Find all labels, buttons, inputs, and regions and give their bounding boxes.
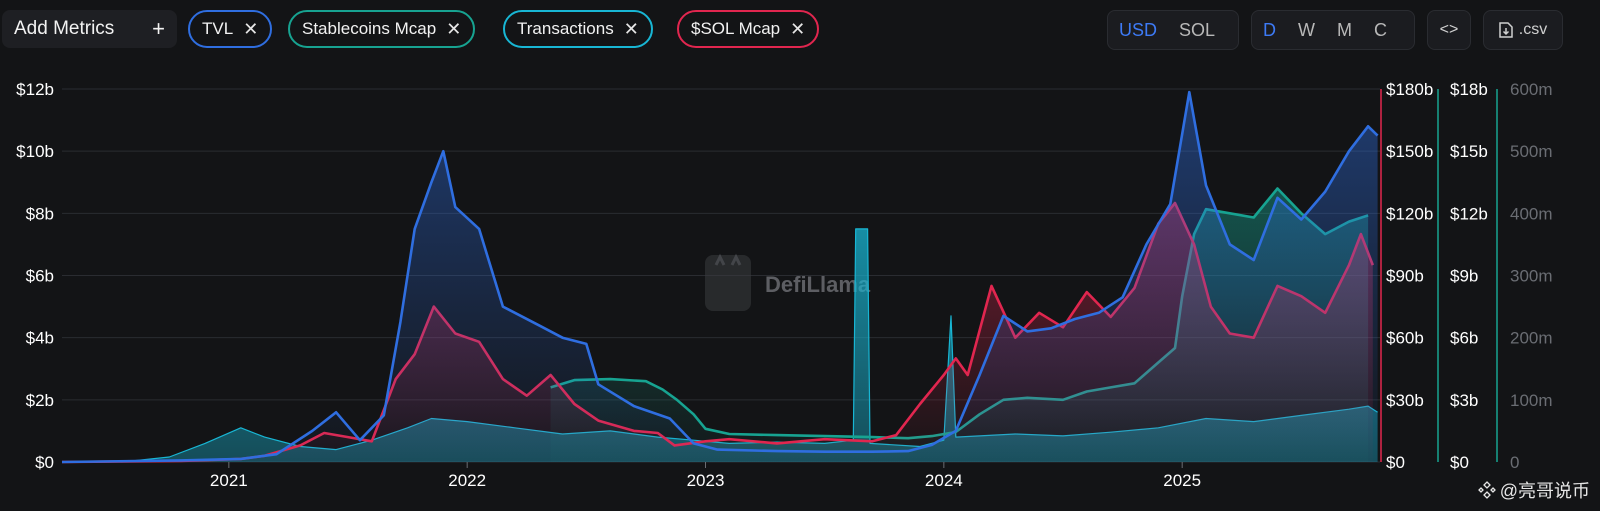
- x-axis-tick: 2024: [925, 471, 963, 490]
- right-axis-tick: $15b: [1450, 142, 1488, 161]
- right-axis-tick: $6b: [1450, 329, 1478, 348]
- series-line-tvl[interactable]: [61, 90, 1379, 464]
- axes-layer: $0 $2b $4b $6b $8b $10b $12b 2021 2022 2023 2024 20…: [16, 80, 1552, 490]
- period-option-c[interactable]: C: [1374, 19, 1387, 40]
- code-icon: <>: [1439, 21, 1459, 38]
- close-icon[interactable]: ✕: [623, 18, 639, 39]
- right-axis-tick: $3b: [1450, 391, 1478, 410]
- right-axis-tick: $150b: [1386, 142, 1433, 161]
- left-axis-tick: $2b: [26, 391, 54, 410]
- metric-pill-tvl[interactable]: TVL ✕: [188, 10, 273, 48]
- llama-logo-icon: [705, 253, 751, 311]
- right-axis-tick: 100m: [1510, 391, 1553, 410]
- series-layer: [61, 90, 1379, 464]
- close-icon[interactable]: ✕: [446, 18, 462, 39]
- x-axis-tick: 2021: [210, 471, 248, 490]
- right-axis-tick: $120b: [1386, 204, 1433, 223]
- period-option-d[interactable]: D: [1263, 19, 1276, 40]
- watermark: DefiLlama: [705, 253, 871, 311]
- grid-lines: [62, 88, 1380, 463]
- metric-pill-label: TVL: [202, 19, 234, 38]
- left-axis-tick: $0: [35, 453, 54, 472]
- right-axis-tick: $180b: [1386, 80, 1433, 99]
- metric-pill-sol-mcap[interactable]: $SOL Mcap ✕: [677, 10, 820, 48]
- watermark-text: DefiLlama: [765, 272, 871, 297]
- right-axis-tick: $9b: [1450, 267, 1478, 286]
- right-axis-tick: $30b: [1386, 391, 1424, 410]
- close-icon[interactable]: ✕: [243, 18, 259, 39]
- left-axis-tick: $10b: [16, 142, 54, 161]
- currency-option-sol[interactable]: SOL: [1179, 19, 1216, 40]
- series-area-tvl: [62, 92, 1378, 462]
- chart-area[interactable]: DefiLlama $0 $2b $4b $6b $8b $10b $12b 2021 2022…: [0, 60, 1600, 511]
- left-axis-tick: $4b: [26, 329, 54, 348]
- add-metrics-button[interactable]: Add Metrics +: [2, 10, 177, 48]
- right-axis-tick: 600m: [1510, 80, 1553, 99]
- metric-pill-label: Transactions: [517, 19, 614, 38]
- right-axis-tick: $0: [1450, 453, 1469, 472]
- metric-pill-transactions[interactable]: Transactions ✕: [503, 10, 653, 48]
- right-axis-tick: $0: [1386, 453, 1405, 472]
- right-axis-tick: $18b: [1450, 80, 1488, 99]
- metric-pill-label: Stablecoins Mcap: [302, 19, 437, 38]
- right-axis-tick: 0: [1510, 453, 1519, 472]
- close-icon[interactable]: ✕: [790, 18, 806, 39]
- file-download-icon: [1499, 22, 1513, 38]
- right-axis-tick: 300m: [1510, 267, 1553, 286]
- csv-label: .csv: [1518, 21, 1548, 38]
- plus-icon: +: [152, 16, 165, 41]
- x-axis-tick: 2025: [1163, 471, 1201, 490]
- metric-pill-stablecoins-mcap[interactable]: Stablecoins Mcap ✕: [288, 10, 476, 48]
- metric-pill-label: $SOL Mcap: [691, 19, 781, 38]
- x-axis-tick: 2023: [687, 471, 725, 490]
- right-axis-tick: $60b: [1386, 329, 1424, 348]
- currency-option-usd[interactable]: USD: [1119, 19, 1158, 40]
- left-axis-tick: $6b: [26, 267, 54, 286]
- period-toggle: D W M C: [1251, 10, 1415, 50]
- footer-watermark: @亮哥说币: [1477, 477, 1590, 503]
- left-axis-tick: $12b: [16, 80, 54, 99]
- footer-watermark-text: @亮哥说币: [1499, 481, 1590, 501]
- right-axis-tick: $12b: [1450, 204, 1488, 223]
- left-axis-tick: $8b: [26, 204, 54, 223]
- toolbar: Add Metrics + TVL ✕ Stablecoins Mcap ✕ T…: [0, 0, 1600, 60]
- right-axis-tick: 500m: [1510, 142, 1553, 161]
- period-option-m[interactable]: M: [1337, 19, 1352, 40]
- right-axis-tick: 400m: [1510, 204, 1553, 223]
- right-axis-tick: $90b: [1386, 267, 1424, 286]
- embed-button[interactable]: <>: [1427, 10, 1471, 50]
- add-metrics-label: Add Metrics: [14, 18, 115, 39]
- x-axis-tick: 2022: [448, 471, 486, 490]
- right-axis-tick: 200m: [1510, 329, 1553, 348]
- binance-logo-icon: [1477, 481, 1496, 499]
- csv-download-button[interactable]: .csv: [1483, 10, 1563, 50]
- period-option-w[interactable]: W: [1298, 19, 1315, 40]
- currency-toggle: USD SOL: [1107, 10, 1239, 50]
